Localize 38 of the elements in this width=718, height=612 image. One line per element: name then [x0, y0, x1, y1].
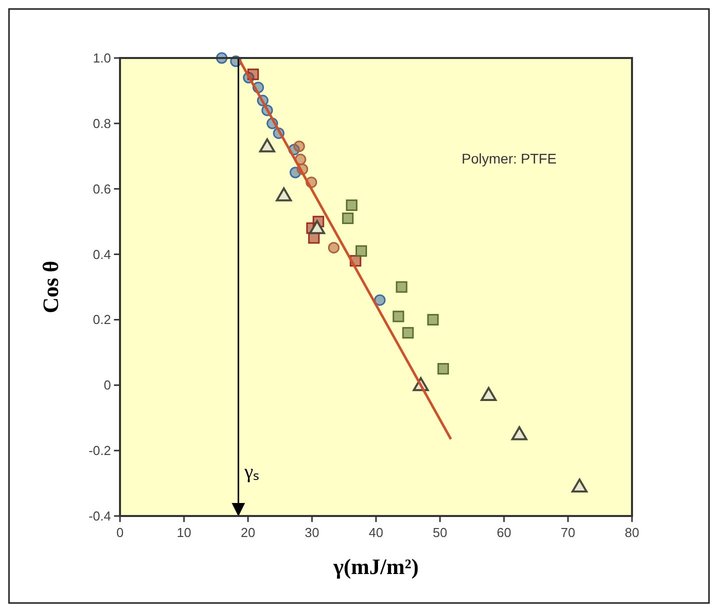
point — [437, 363, 449, 375]
y-tick-label: 0.6 — [92, 181, 111, 196]
point — [293, 140, 305, 152]
point — [572, 478, 588, 493]
ref-line-label: γₛ — [243, 461, 260, 483]
point — [480, 386, 497, 401]
y-tick-label: 0.2 — [92, 312, 111, 328]
point — [392, 310, 404, 322]
point — [511, 426, 528, 440]
point — [374, 294, 386, 306]
annotation: Polymer: PTFE — [462, 150, 557, 166]
x-tick-label: 80 — [624, 525, 640, 540]
point — [309, 220, 326, 234]
y-tick-label: 0.4 — [92, 246, 111, 262]
x-tick-label: 30 — [304, 525, 320, 540]
x-tick-label: 40 — [368, 525, 384, 540]
y-tick-label: -0.4 — [88, 508, 111, 524]
y-axis-title: Cos θ — [38, 260, 63, 314]
y-tick-label: -0.2 — [88, 443, 111, 458]
x-tick-label: 10 — [176, 525, 192, 540]
point — [356, 245, 368, 257]
point — [427, 314, 439, 326]
point — [402, 327, 414, 339]
x-tick-label: 70 — [560, 525, 576, 540]
point — [259, 138, 276, 152]
point — [342, 212, 354, 224]
x-tick-label: 50 — [432, 525, 448, 540]
y-tick-label: 0 — [104, 378, 111, 393]
point — [276, 187, 292, 202]
y-tick-label: 1.0 — [92, 50, 111, 66]
point — [396, 281, 408, 293]
x-tick-label: 0 — [116, 525, 124, 540]
point — [346, 199, 358, 211]
x-axis-title: γ(mJ/m²) — [332, 554, 419, 579]
x-tick-label: 20 — [240, 525, 256, 540]
x-tick-label: 60 — [496, 525, 512, 540]
y-tick-label: 0.8 — [92, 116, 111, 131]
point — [328, 242, 340, 254]
